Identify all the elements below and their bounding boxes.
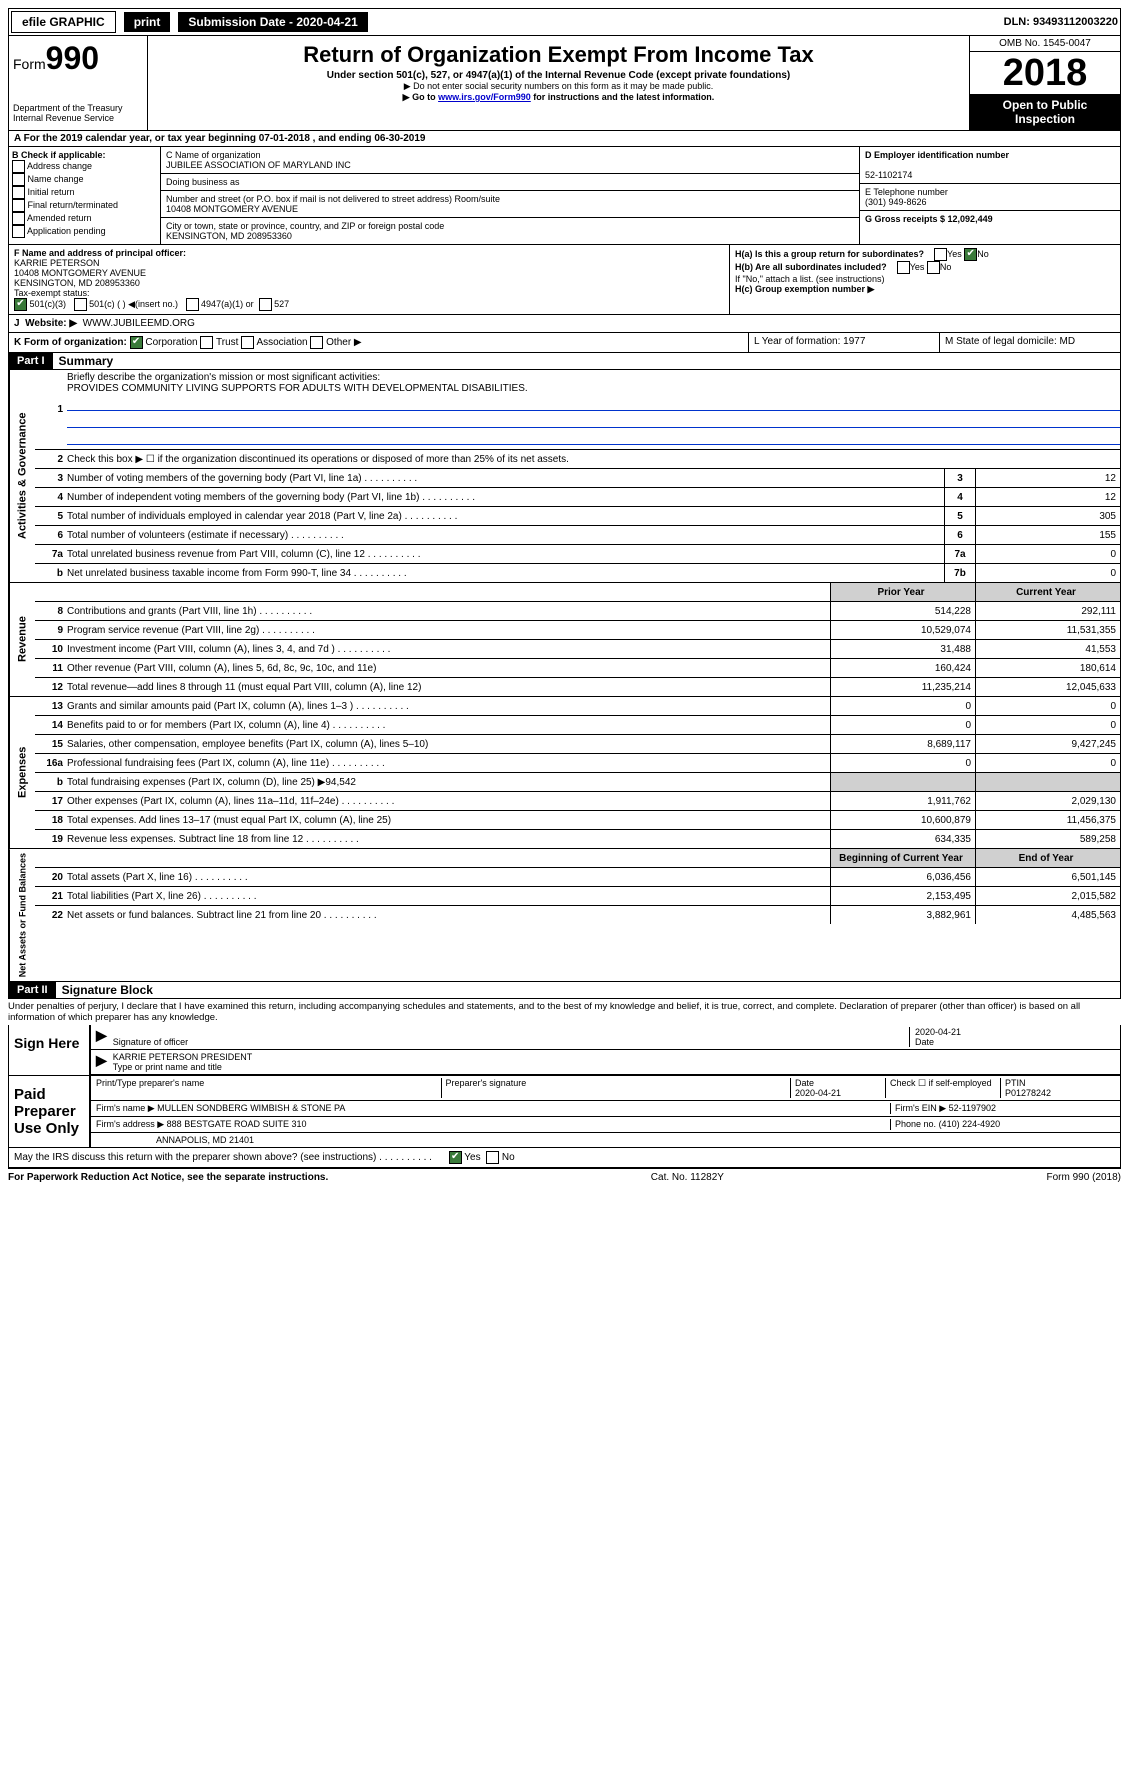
top-bar: efile GRAPHIC print Submission Date - 20… (8, 8, 1121, 36)
hb-note: If "No," attach a list. (see instruction… (735, 274, 1115, 284)
arrow-icon: ▶ (96, 1052, 107, 1072)
app-pending-checkbox[interactable] (12, 225, 25, 238)
netassets-section: Net Assets or Fund Balances Beginning of… (8, 849, 1121, 982)
governance-side: Activities & Governance (9, 370, 35, 582)
efile-label: efile GRAPHIC (11, 11, 116, 33)
tax-year: 2018 (970, 52, 1120, 94)
discuss-yes[interactable] (449, 1151, 462, 1164)
org-block: B Check if applicable: Address change Na… (8, 147, 1121, 245)
form-subtitle: Under section 501(c), 527, or 4947(a)(1)… (156, 70, 961, 81)
corp-checkbox[interactable] (130, 336, 143, 349)
ein-value: 52-1102174 (865, 170, 912, 180)
b-label: B Check if applicable: (12, 150, 157, 160)
501c-checkbox[interactable] (74, 298, 87, 311)
other-checkbox[interactable] (310, 336, 323, 349)
paid-preparer-label: Paid Preparer Use Only (9, 1076, 91, 1147)
year-formation: L Year of formation: 1977 (748, 333, 939, 352)
note-ssn: ▶ Do not enter social security numbers o… (156, 81, 961, 92)
state-domicile: M State of legal domicile: MD (939, 333, 1120, 352)
hb-yes[interactable] (897, 261, 910, 274)
website-row: J Website: ▶ WWW.JUBILEEMD.ORG (8, 315, 1121, 333)
fh-row: F Name and address of principal officer:… (8, 245, 1121, 315)
mission-text: PROVIDES COMMUNITY LIVING SUPPORTS FOR A… (67, 383, 528, 394)
amended-checkbox[interactable] (12, 212, 25, 225)
print-button[interactable]: print (124, 12, 171, 32)
trust-checkbox[interactable] (200, 336, 213, 349)
omb-number: OMB No. 1545-0047 (970, 36, 1120, 52)
address-change-checkbox[interactable] (12, 160, 25, 173)
revenue-side: Revenue (9, 583, 35, 696)
discuss-no[interactable] (486, 1151, 499, 1164)
officer-name: KARRIE PETERSON (14, 258, 100, 268)
hb-no[interactable] (927, 261, 940, 274)
officer-addr2: KENSINGTON, MD 208953360 (14, 278, 140, 288)
note-goto: ▶ Go to www.irs.gov/Form990 for instruct… (156, 92, 961, 103)
preparer-section: Paid Preparer Use Only Print/Type prepar… (8, 1076, 1121, 1148)
dept-treasury: Department of the Treasury (13, 103, 143, 113)
irs-link[interactable]: www.irs.gov/Form990 (438, 92, 531, 102)
firm-name: MULLEN SONDBERG WIMBISH & STONE PA (157, 1103, 345, 1113)
ha-no[interactable] (964, 248, 977, 261)
phone-value: (301) 949-8626 (865, 197, 927, 207)
netassets-side: Net Assets or Fund Balances (9, 849, 35, 981)
name-change-checkbox[interactable] (12, 173, 25, 186)
website-value: WWW.JUBILEEMD.ORG (83, 318, 195, 329)
gross-receipts: G Gross receipts $ 12,092,449 (860, 211, 1120, 227)
sign-section: Sign Here ▶ Signature of officer 2020-04… (8, 1025, 1121, 1076)
hc-label: H(c) Group exemption number ▶ (735, 284, 1115, 295)
perjury-text: Under penalties of perjury, I declare th… (8, 999, 1121, 1025)
phone-label: E Telephone number (865, 187, 948, 197)
4947-checkbox[interactable] (186, 298, 199, 311)
initial-return-checkbox[interactable] (12, 186, 25, 199)
dln: DLN: 93493112003220 (1004, 16, 1118, 28)
arrow-icon: ▶ (96, 1027, 107, 1047)
ein-label: D Employer identification number (865, 150, 1009, 160)
part2-header: Part II Signature Block (8, 982, 1121, 999)
part1-header: Part I Summary (8, 353, 1121, 370)
page-footer: For Paperwork Reduction Act Notice, see … (8, 1168, 1121, 1186)
expenses-section: Expenses 13Grants and similar amounts pa… (8, 697, 1121, 849)
governance-section: Activities & Governance 1 Briefly descri… (8, 370, 1121, 583)
section-a: A For the 2019 calendar year, or tax yea… (8, 131, 1121, 147)
ha-yes[interactable] (934, 248, 947, 261)
org-name: JUBILEE ASSOCIATION OF MARYLAND INC (166, 160, 351, 170)
501c3-checkbox[interactable] (14, 298, 27, 311)
revenue-section: Revenue Prior YearCurrent Year 8Contribu… (8, 583, 1121, 697)
hb-label: H(b) Are all subordinates included? (735, 262, 887, 272)
klm-row: K Form of organization: Corporation Trus… (8, 333, 1121, 353)
open-public: Open to Public Inspection (970, 94, 1120, 130)
form-number: Form990 (13, 40, 143, 77)
assoc-checkbox[interactable] (241, 336, 254, 349)
irs-label: Internal Revenue Service (13, 113, 143, 123)
form-header: Form990 Department of the Treasury Inter… (8, 36, 1121, 131)
c-name-label: C Name of organization (166, 150, 261, 160)
signer-name: KARRIE PETERSON PRESIDENT (113, 1052, 253, 1062)
ha-label: H(a) Is this a group return for subordin… (735, 249, 924, 259)
city-label: City or town, state or province, country… (166, 221, 444, 231)
officer-addr1: 10408 MONTGOMERY AVENUE (14, 268, 146, 278)
f-label: F Name and address of principal officer: (14, 248, 186, 258)
expenses-side: Expenses (9, 697, 35, 848)
submission-date: Submission Date - 2020-04-21 (178, 12, 367, 32)
addr-label: Number and street (or P.O. box if mail i… (166, 194, 500, 204)
527-checkbox[interactable] (259, 298, 272, 311)
dba-label: Doing business as (161, 174, 859, 191)
tax-status-label: Tax-exempt status: (14, 288, 90, 298)
final-return-checkbox[interactable] (12, 199, 25, 212)
form-title: Return of Organization Exempt From Incom… (156, 42, 961, 68)
sign-here-label: Sign Here (9, 1025, 91, 1075)
org-city: KENSINGTON, MD 208953360 (166, 231, 292, 241)
org-address: 10408 MONTGOMERY AVENUE (166, 204, 298, 214)
discuss-row: May the IRS discuss this return with the… (8, 1148, 1121, 1168)
